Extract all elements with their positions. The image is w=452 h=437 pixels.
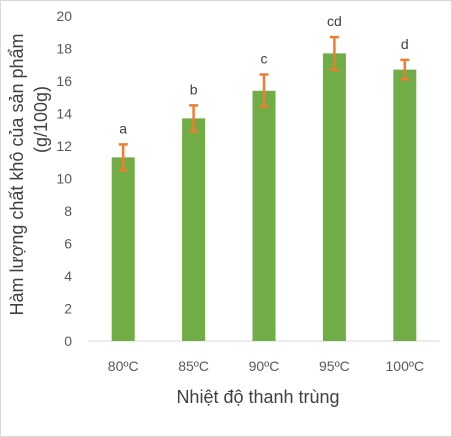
significance-label: cd: [327, 13, 342, 29]
y-tick-label: 8: [64, 203, 72, 219]
significance-label: d: [401, 36, 409, 52]
significance-label: b: [190, 81, 198, 97]
significance-labels: a b c cd d: [119, 13, 408, 136]
error-bar: [329, 35, 339, 71]
y-axis-title-line-2: (g/100g): [31, 86, 51, 153]
y-tick-label: 0: [64, 333, 72, 349]
y-tick-label: 6: [64, 236, 72, 252]
x-tick-label: 85ºC: [178, 358, 209, 374]
y-axis-ticks: 0 2 4 6 8 10 12 14 16 18 20: [56, 8, 72, 349]
y-tick-label: 14: [56, 106, 72, 122]
y-tick-label: 2: [64, 301, 72, 317]
error-bar: [400, 58, 410, 81]
x-axis-ticks: 80ºC 85ºC 90ºC 95ºC 100ºC: [108, 358, 424, 374]
bar: [393, 69, 417, 341]
y-tick-label: 16: [56, 73, 72, 89]
error-bar: [259, 73, 269, 109]
bar: [111, 157, 135, 341]
y-tick-label: 20: [56, 8, 72, 24]
x-axis-title: Nhiệt độ thanh trùng: [176, 387, 339, 407]
bars: [111, 53, 417, 341]
error-bars: [118, 35, 410, 172]
y-tick-label: 4: [64, 268, 72, 284]
y-tick-label: 12: [56, 138, 72, 154]
bar: [322, 53, 346, 341]
bar: [252, 90, 276, 341]
error-bar: [189, 104, 199, 133]
y-tick-label: 10: [56, 171, 72, 187]
x-tick-label: 90ºC: [249, 358, 280, 374]
x-tick-label: 95ºC: [319, 358, 350, 374]
x-tick-label: 100ºC: [386, 358, 425, 374]
y-axis-title-line-1: Hàm lượng chất khô của sản phẩm: [7, 34, 27, 316]
x-tick-label: 80ºC: [108, 358, 139, 374]
significance-label: c: [261, 51, 268, 67]
y-axis-title: Hàm lượng chất khô của sản phẩm (g/100g): [7, 34, 51, 316]
bar: [182, 118, 206, 341]
error-bar: [118, 143, 128, 172]
y-tick-label: 18: [56, 41, 72, 57]
significance-label: a: [119, 120, 127, 136]
